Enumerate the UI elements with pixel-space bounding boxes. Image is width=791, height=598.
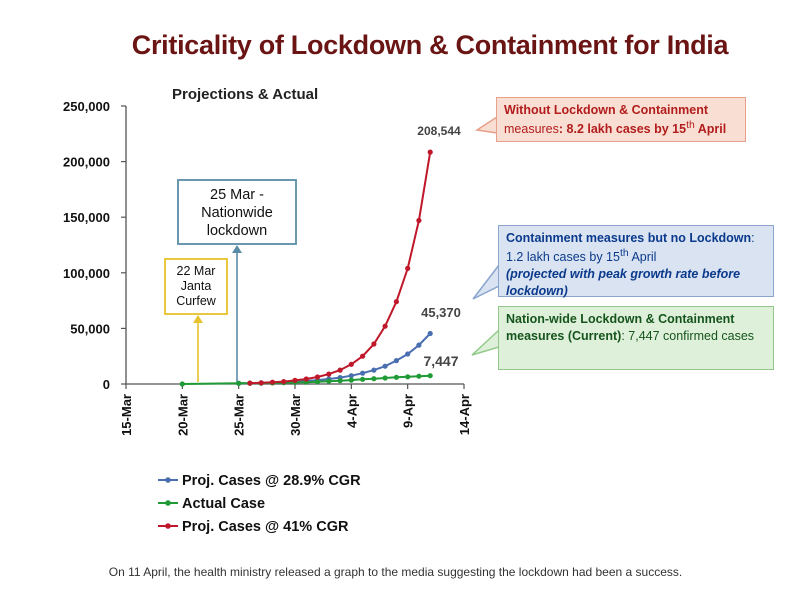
callout-green-text-a: : 7,447 confirmed cases [621, 328, 755, 343]
legend-label: Proj. Cases @ 41% CGR [182, 519, 349, 535]
data-point [247, 380, 253, 386]
data-point [348, 373, 354, 379]
callout-blue-sup: th [619, 247, 629, 259]
data-point [405, 374, 411, 380]
data-point [427, 149, 433, 155]
x-tick-label: 4-Apr [344, 394, 359, 428]
callout-red-sup: th [686, 119, 695, 131]
x-tick-label: 20-Mar [175, 394, 190, 436]
data-point [416, 373, 422, 379]
legend-label: Proj. Cases @ 28.9% CGR [182, 473, 361, 489]
callout-red-text-a: measures [504, 122, 559, 137]
data-point [236, 380, 242, 386]
event-label: Janta [181, 279, 212, 293]
data-point [393, 358, 399, 364]
data-point [348, 361, 354, 367]
callout-red-pointer [474, 115, 498, 134]
data-point [360, 370, 366, 376]
callout-green-pointer [471, 328, 500, 356]
y-tick-label: 250,000 [63, 99, 110, 114]
legend-label: Actual Case [182, 496, 265, 512]
slide-title: Criticality of Lockdown & Containment fo… [131, 30, 729, 60]
data-point [371, 376, 377, 382]
event-arrowhead [193, 315, 203, 323]
data-point [427, 373, 433, 379]
callout-blue-pointer [472, 262, 500, 300]
callout-green-bold: Nation-wide Lockdown & Containment measu… [506, 312, 735, 343]
x-tick-label: 15-Mar [119, 394, 134, 436]
event-label: Curfew [176, 294, 217, 308]
event-label: Nationwide [201, 205, 273, 221]
series-end-label: 208,544 [417, 124, 461, 138]
data-point [382, 363, 388, 369]
legend-swatch-dot [165, 477, 171, 483]
y-tick-label: 50,000 [70, 321, 110, 336]
callout-blue-text-b: April [628, 250, 657, 265]
data-point [258, 380, 264, 386]
data-point [371, 341, 377, 347]
event-box [177, 179, 297, 245]
data-point [405, 351, 411, 357]
y-tick-label: 150,000 [63, 210, 110, 225]
event-label: 25 Mar - [210, 187, 264, 203]
data-point [360, 376, 366, 382]
data-point [337, 367, 343, 373]
data-point [416, 342, 422, 348]
data-point [281, 379, 287, 385]
data-point [371, 367, 377, 373]
data-point [303, 376, 309, 382]
x-tick-label: 30-Mar [288, 394, 303, 436]
callout-blue-text-a: : 1.2 lakh cases by 15 [506, 231, 755, 265]
data-point [427, 330, 433, 337]
data-point [393, 299, 399, 305]
series-line [238, 332, 431, 385]
event-box [164, 258, 228, 315]
series-end-label: 45,370 [421, 305, 461, 320]
data-point [314, 374, 321, 380]
data-point [382, 375, 388, 381]
data-point [269, 379, 276, 385]
legend-swatch-dot [165, 500, 171, 506]
data-point [382, 323, 388, 329]
data-point [179, 381, 185, 387]
x-tick-label: 25-Mar [232, 394, 247, 436]
legend-swatch-dot [165, 523, 171, 529]
data-point [326, 371, 332, 377]
data-point [416, 217, 422, 224]
y-tick-label: 200,000 [63, 155, 110, 170]
event-label: 22 Mar [177, 264, 216, 278]
callout-containment-no-lockdown: Containment measures but no Lockdown: 1.… [498, 225, 774, 298]
callout-nationwide-lockdown: Nation-wide Lockdown & Containment measu… [498, 306, 774, 370]
series-end-label: 7,447 [423, 353, 458, 369]
data-point [326, 378, 332, 384]
data-point [314, 379, 321, 385]
callout-red-bold: Without Lockdown & Containment [504, 103, 709, 117]
callout-blue-bold: Containment measures but no Lockdown [506, 231, 752, 245]
x-tick-label: 9-Apr [401, 394, 416, 428]
event-label: lockdown [207, 223, 267, 239]
callout-red-text-b: : 8.2 lakh cases by 15 [558, 122, 687, 137]
data-point [292, 377, 298, 383]
callout-red-text-c: April [694, 122, 727, 137]
callout-blue-italic: (projected with peak growth rate before … [506, 266, 741, 298]
y-tick-label: 100,000 [63, 266, 110, 281]
caption: On 11 April, the health ministry release… [108, 565, 683, 579]
data-point [360, 353, 366, 359]
x-tick-label: 14-Apr [457, 394, 472, 435]
data-point [405, 265, 411, 271]
data-point [348, 377, 354, 383]
callout-without-lockdown: Without Lockdown & Containment measures:… [496, 97, 746, 142]
event-arrowhead [232, 245, 242, 253]
y-tick-label: 0 [103, 377, 110, 392]
chart-title: Projections & Actual [172, 86, 319, 103]
data-point [393, 374, 399, 380]
data-point [337, 378, 343, 384]
